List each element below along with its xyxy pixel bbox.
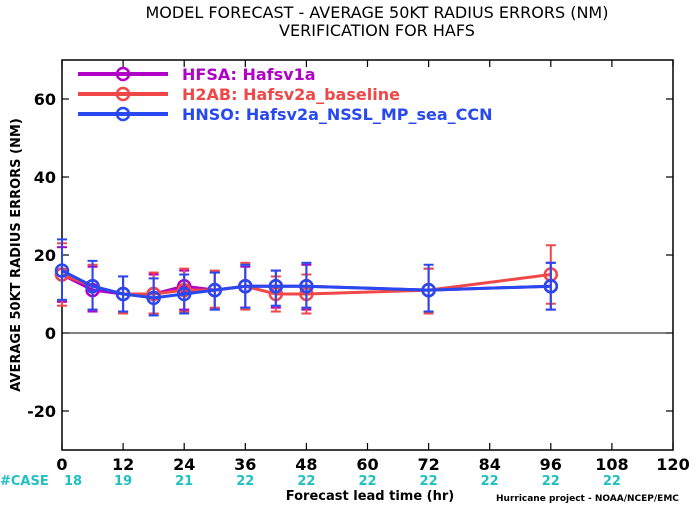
data-point [85, 278, 100, 294]
data-point [299, 278, 314, 294]
data-point [54, 263, 70, 278]
x-axis-ticks: 0 12 24 36 48 60 72 84 96 108 120 [56, 60, 690, 474]
data-point [268, 278, 284, 294]
legend-label: HFSA: Hafsv1a [182, 65, 316, 84]
data-point [146, 290, 161, 306]
legend-label: H2AB: Hafsv2a_baseline [182, 85, 400, 104]
data-point [543, 278, 559, 294]
legend-swatch-marker [115, 66, 131, 82]
legend-swatch-marker [115, 86, 131, 102]
data-point [207, 282, 222, 298]
case-count: 22 [236, 474, 254, 489]
data-point [176, 286, 192, 302]
data-point [115, 286, 131, 302]
x-tick-label: 72 [417, 455, 439, 474]
chart-subtitle: VERIFICATION FOR HAFS [279, 21, 475, 40]
y-axis-ticks: -20 0 20 40 60 [27, 90, 673, 421]
x-tick-label: 60 [356, 455, 378, 474]
legend-swatch-marker [115, 106, 131, 122]
x-axis-label: Forecast lead time (hr) [286, 489, 454, 504]
series-layer [54, 238, 559, 317]
case-count: 22 [481, 474, 499, 489]
case-count: 18 [64, 474, 82, 489]
x-tick-label: 48 [295, 455, 317, 474]
y-tick-label: 20 [34, 246, 56, 265]
y-tick-label: 0 [45, 324, 56, 343]
case-count: 22 [358, 474, 376, 489]
credit-text: Hurricane project - NOAA/NCEP/EMC [496, 494, 679, 504]
x-tick-label: 36 [234, 455, 256, 474]
case-count: 22 [297, 474, 315, 489]
x-tick-label: 108 [595, 455, 628, 474]
x-tick-label: 0 [56, 455, 67, 474]
x-tick-label: 84 [479, 455, 501, 474]
y-tick-label: -20 [27, 402, 56, 421]
case-counts: 18 19 21 22 22 22 22 22 22 22 [64, 474, 621, 489]
x-tick-label: 24 [173, 455, 195, 474]
y-axis-label: AVERAGE 50KT RADIUS ERRORS (NM) [9, 118, 24, 392]
case-count: 19 [114, 474, 132, 489]
chart-title: MODEL FORECAST - AVERAGE 50KT RADIUS ERR… [146, 3, 609, 22]
legend-label: HNSO: Hafsv2a_NSSL_MP_sea_CCN [182, 105, 493, 124]
series-2 [54, 238, 559, 317]
case-label: #CASE [0, 474, 49, 489]
case-count: 22 [420, 474, 438, 489]
x-tick-label: 120 [656, 455, 689, 474]
x-tick-label: 12 [112, 455, 134, 474]
data-point [238, 278, 253, 294]
case-count: 22 [542, 474, 560, 489]
case-count: 22 [603, 474, 621, 489]
y-tick-label: 60 [34, 90, 56, 109]
y-tick-label: 40 [34, 168, 56, 187]
case-count: 21 [175, 474, 193, 489]
data-point [421, 282, 436, 298]
x-tick-label: 96 [540, 455, 562, 474]
